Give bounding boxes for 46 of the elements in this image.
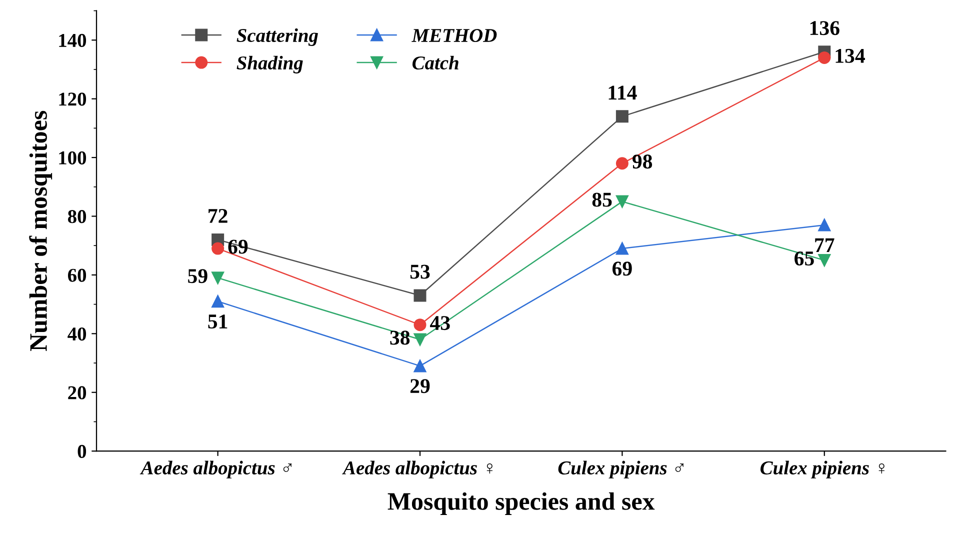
data-label: 38 <box>390 330 410 345</box>
data-label: 72 <box>208 208 228 223</box>
data-label: 98 <box>632 154 652 169</box>
point <box>414 318 426 332</box>
point <box>616 195 628 208</box>
point <box>818 51 831 64</box>
legend-label: Scattering <box>236 28 318 46</box>
point <box>212 242 224 255</box>
point <box>212 272 224 284</box>
point <box>818 218 831 232</box>
x-tick-label: Aedes albopictus ♀ <box>342 460 492 478</box>
x-tick-label: Culex pipiens ♀ <box>760 460 884 478</box>
y-tick-label: 120 <box>59 92 86 106</box>
point <box>414 289 426 302</box>
y-tick-label: 100 <box>59 151 86 164</box>
x-tick-label: Aedes albopictus ♂ <box>140 460 292 478</box>
data-label: 65 <box>794 251 814 266</box>
legend-label: Catch <box>412 56 458 70</box>
y-axis-title: Number of mosquitoes <box>29 110 52 352</box>
point <box>212 295 224 308</box>
y-tick-label: 0 <box>78 444 86 458</box>
point <box>616 157 628 170</box>
data-label: 59 <box>188 269 208 284</box>
point <box>616 110 628 123</box>
data-label: 134 <box>836 48 865 63</box>
x-tick-label: Culex pipiens ♂ <box>558 460 684 478</box>
data-label: 51 <box>208 314 228 329</box>
legend-label: METHOD <box>412 28 497 42</box>
data-label: 77 <box>815 238 834 252</box>
y-tick-label: 140 <box>59 34 86 48</box>
y-tick-label: 40 <box>68 327 86 341</box>
point <box>414 333 426 346</box>
data-label: 69 <box>612 262 632 276</box>
legend-label: Shading <box>236 56 303 74</box>
point <box>616 242 628 255</box>
data-label: 85 <box>592 192 612 207</box>
y-tick-label: 20 <box>68 386 86 400</box>
point <box>818 254 831 267</box>
y-tick-label: 60 <box>68 268 86 282</box>
data-label: 114 <box>608 86 637 100</box>
data-label: 53 <box>410 264 430 279</box>
data-label: 136 <box>810 21 840 36</box>
x-axis-title: Mosquito species and sex <box>388 492 655 515</box>
data-label: 29 <box>410 379 430 394</box>
point <box>414 360 426 372</box>
y-tick-label: 80 <box>68 210 86 224</box>
